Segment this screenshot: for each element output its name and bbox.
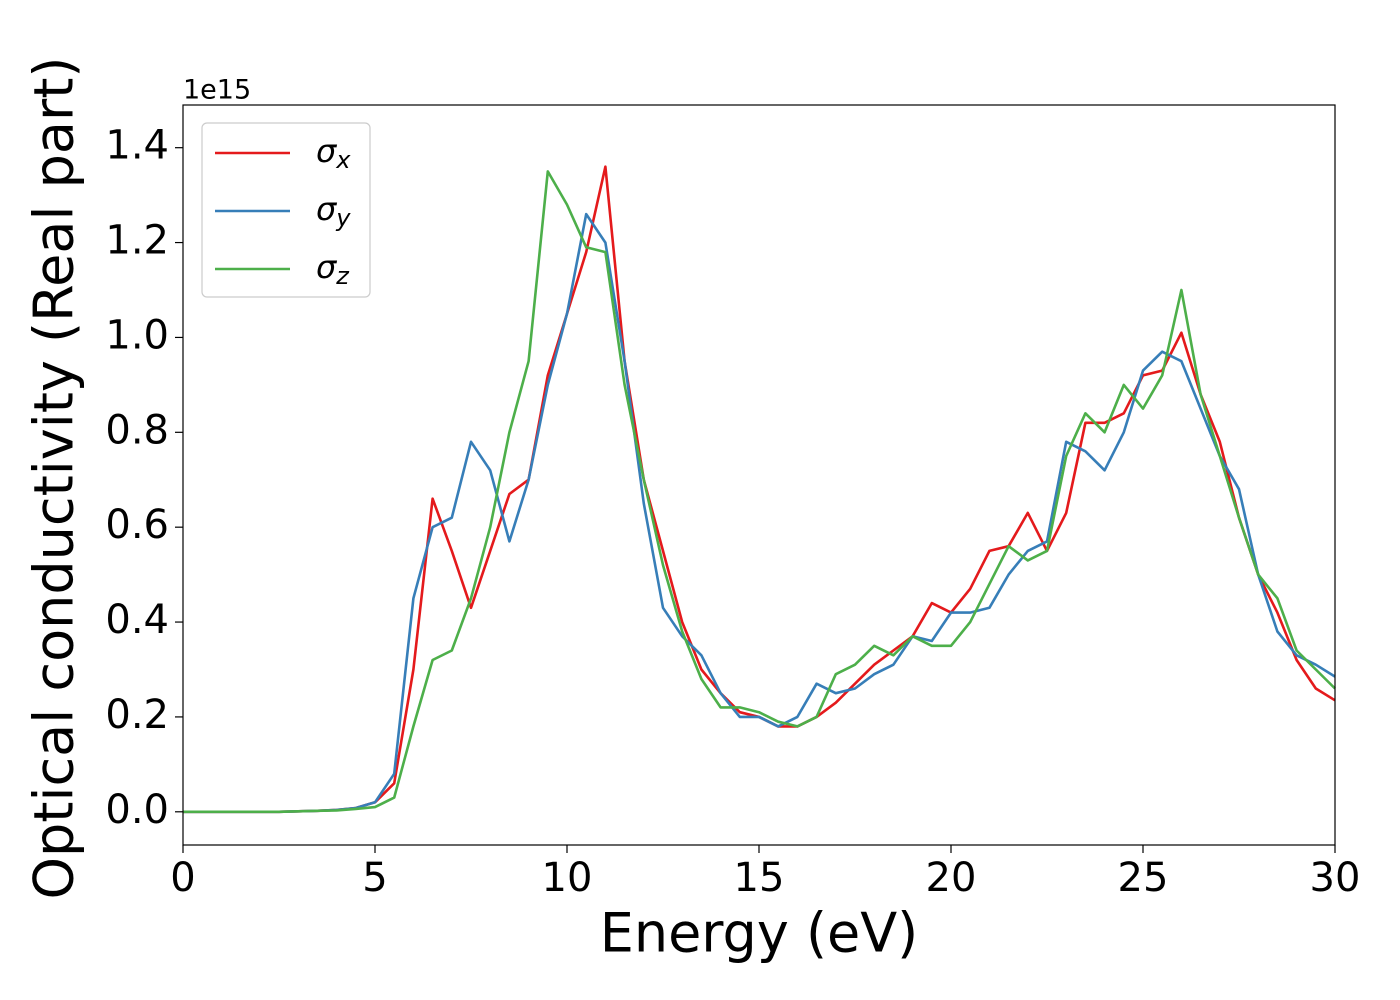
x-tick-label: 15 xyxy=(734,855,785,901)
series-line xyxy=(183,170,1336,814)
y-axis-label: Optical conductivity (Real part) xyxy=(23,57,86,900)
legend-label: σz xyxy=(316,248,350,290)
legend-symbol: σ xyxy=(316,132,338,170)
legend-label: σy xyxy=(316,190,351,232)
y-tick-label: 1.0 xyxy=(105,312,169,358)
y-tick-label: 0.2 xyxy=(105,692,169,738)
legend-symbol: σ xyxy=(316,248,338,286)
x-tick-label: 10 xyxy=(542,855,593,901)
x-tick-label: 5 xyxy=(362,855,387,901)
legend-subscript: z xyxy=(335,262,350,290)
legend-subscript: x xyxy=(335,146,351,174)
x-tick-label: 30 xyxy=(1310,855,1361,901)
y-tick-label: 0.4 xyxy=(105,597,169,643)
x-axis-label: Energy (eV) xyxy=(600,902,919,965)
y-tick-label: 0.6 xyxy=(105,502,169,548)
x-tick-label: 25 xyxy=(1118,855,1169,901)
legend-symbol: σ xyxy=(316,190,338,228)
x-tick-label: 0 xyxy=(170,855,195,901)
legend-subscript: y xyxy=(335,204,351,232)
legend-label: σx xyxy=(316,132,351,174)
offset-label: 1e15 xyxy=(183,75,251,106)
x-tick-label: 20 xyxy=(926,855,977,901)
y-tick-label: 1.4 xyxy=(105,123,169,169)
y-tick-label: 0.0 xyxy=(105,787,169,833)
y-tick-label: 0.8 xyxy=(105,407,169,453)
y-tick-label: 1.2 xyxy=(105,218,169,264)
series-line xyxy=(183,212,1336,814)
